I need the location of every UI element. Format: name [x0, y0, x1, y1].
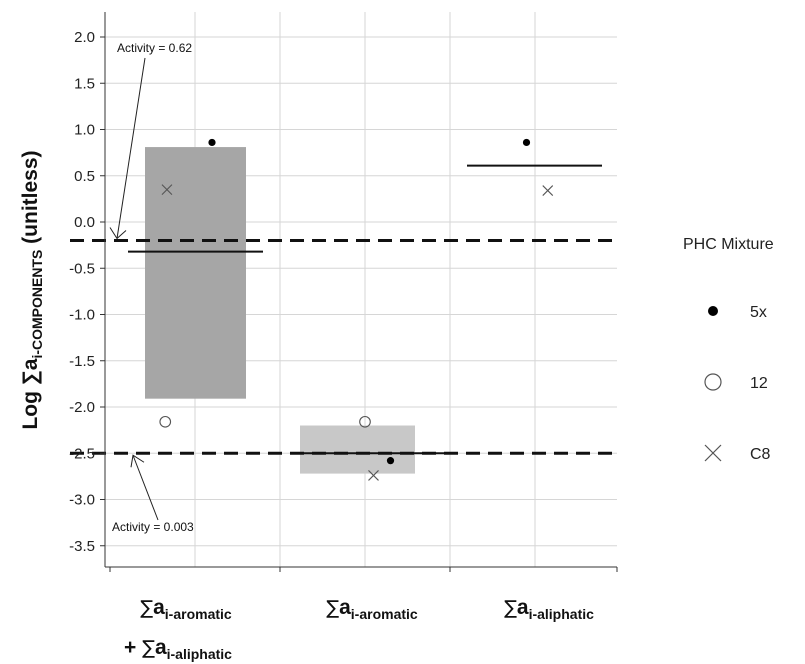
y-tick-label: -3.0 [69, 492, 95, 509]
annotation-arrow [132, 455, 159, 521]
legend: PHC Mixture 5x 12 C8 [683, 236, 774, 463]
point-12 [359, 415, 371, 428]
y-tick-label: -2.0 [69, 399, 95, 416]
annotations: Activity = 0.62 Activity = 0.003 [109, 41, 194, 534]
y-tick-label: 0.5 [74, 168, 95, 185]
legend-item: 12 [704, 373, 768, 392]
annotation-label: Activity = 0.003 [112, 520, 194, 534]
y-tick-label: 0.0 [74, 214, 95, 231]
point-5x [208, 138, 216, 147]
legend-item: C8 [704, 444, 771, 463]
data-points [159, 138, 554, 481]
legend-item: 5x [708, 304, 767, 321]
point-c8 [161, 184, 173, 196]
cross-stroke [161, 184, 173, 196]
annotation-arrow [116, 57, 146, 239]
box [300, 425, 415, 474]
annotation-label: Activity = 0.62 [117, 41, 192, 55]
reference-lines [70, 239, 617, 455]
y-tick-label: 1.0 [74, 122, 95, 139]
y-tick-label: -1.5 [69, 353, 95, 370]
legend-marker-12 [704, 373, 722, 391]
y-axis-label: Log ∑ai-COMPONENTS (unitless) [19, 150, 45, 429]
legend-label: 5x [750, 304, 767, 321]
y-tick-label: -0.5 [69, 260, 95, 277]
y-tick-label: 1.5 [74, 75, 95, 92]
legend-title: PHC Mixture [683, 236, 774, 253]
point-c8 [542, 185, 554, 196]
x-category-label: ∑ai-aromatic [140, 596, 232, 622]
annotation-arrowhead [109, 227, 127, 240]
point-c8 [368, 470, 379, 481]
cross-stroke [542, 185, 554, 196]
boxes [128, 147, 602, 474]
y-tick-label: -2.5 [69, 445, 95, 462]
axis-labels: 2.0 1.5 1.0 0.5 0.0 -0.5 -1.0 -1.5 -2.0 -2.5 -3.0 -… [19, 29, 594, 662]
point-5x [386, 457, 395, 465]
y-tick-label: -1.0 [69, 307, 95, 324]
legend-marker-5x [708, 306, 718, 316]
point-5x [522, 138, 531, 147]
legend-marker-c8 [704, 444, 722, 462]
legend-label: 12 [750, 375, 768, 392]
x-category-label: ∑ai-aliphatic [504, 596, 594, 622]
y-tick-label: 2.0 [74, 29, 95, 46]
x-category-label: ∑ai-aromatic [326, 596, 418, 622]
legend-label: C8 [750, 446, 771, 463]
annotation-arrowhead [130, 454, 145, 468]
axes [100, 12, 618, 572]
y-tick-label: -3.5 [69, 538, 95, 555]
x-category-label: + ∑ai-aliphatic [124, 636, 232, 662]
box [145, 147, 246, 399]
point-12 [159, 415, 172, 428]
cross-stroke [368, 470, 379, 481]
